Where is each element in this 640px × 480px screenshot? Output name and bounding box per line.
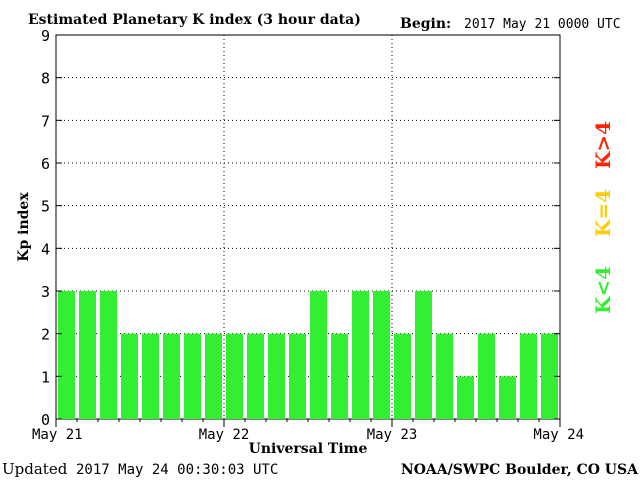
kp-bar (520, 333, 537, 419)
horizontal-gridlines (56, 77, 560, 377)
x-axis-title: Universal Time (249, 441, 368, 457)
kp-bar (373, 291, 390, 419)
kp-bar (121, 333, 138, 419)
x-axis-ticks: May 21 May 22 May 23 May 24 (32, 419, 584, 443)
y-tick-label: 7 (41, 112, 50, 130)
source-credit: NOAA/SWPC Boulder, CO USA (401, 462, 639, 478)
begin-label: Begin: (400, 16, 451, 32)
kp-bar (436, 333, 453, 419)
y-tick-label: 3 (41, 283, 50, 301)
x-tick-label: May 22 (199, 427, 250, 443)
y-tick-label: 4 (41, 240, 50, 258)
kp-bar (163, 333, 180, 419)
chart-title: Estimated Planetary K index (3 hour data… (28, 12, 361, 28)
kp-bar (310, 291, 327, 419)
kp-bar (331, 333, 348, 419)
kp-bar (541, 333, 558, 419)
kp-bar (58, 291, 75, 419)
kp-bar (499, 376, 516, 419)
y-tick-label: 0 (41, 411, 50, 429)
y-tick-label: 1 (41, 368, 50, 386)
y-tick-label: 2 (41, 326, 50, 344)
kp-bar (100, 291, 117, 419)
vertical-gridlines (223, 35, 393, 419)
legend-mid: K=4 (591, 189, 615, 237)
bar-series (58, 291, 558, 419)
x-tick-label: May 24 (533, 427, 584, 443)
x-tick-label: May 21 (32, 427, 83, 443)
updated-value: 2017 May 24 00:30:03 UTC (76, 462, 278, 478)
kp-bar (226, 333, 243, 419)
y-tick-label: 5 (41, 198, 50, 216)
kp-bar (79, 291, 96, 419)
kp-bar (205, 333, 222, 419)
kp-bar (457, 376, 474, 419)
y-tick-label: 8 (41, 70, 50, 88)
kp-bar (289, 333, 306, 419)
updated-label: Updated (2, 460, 68, 478)
plot-area: 0 1 2 3 4 5 6 7 8 9 May 21 May 22 May 23 May 24 (32, 27, 584, 443)
y-tick-label: 6 (41, 155, 50, 173)
y-tick-label: 9 (41, 27, 50, 45)
kp-bar (184, 333, 201, 419)
y-axis-title: Kp index (16, 192, 32, 262)
kp-bar (352, 291, 369, 419)
begin-value: 2017 May 21 0000 UTC (464, 17, 621, 32)
legend-low: K<4 (591, 266, 615, 314)
x-tick-label: May 23 (367, 427, 418, 443)
kp-bar (478, 333, 495, 419)
plot-frame (55, 34, 561, 420)
kp-bar (394, 333, 411, 419)
kp-bar (268, 333, 285, 419)
kp-bar (142, 333, 159, 419)
kp-bar (415, 291, 432, 419)
kp-bar (247, 333, 264, 419)
y-axis-ticks: 0 1 2 3 4 5 6 7 8 9 (41, 27, 560, 429)
legend-high: K>4 (591, 121, 615, 169)
